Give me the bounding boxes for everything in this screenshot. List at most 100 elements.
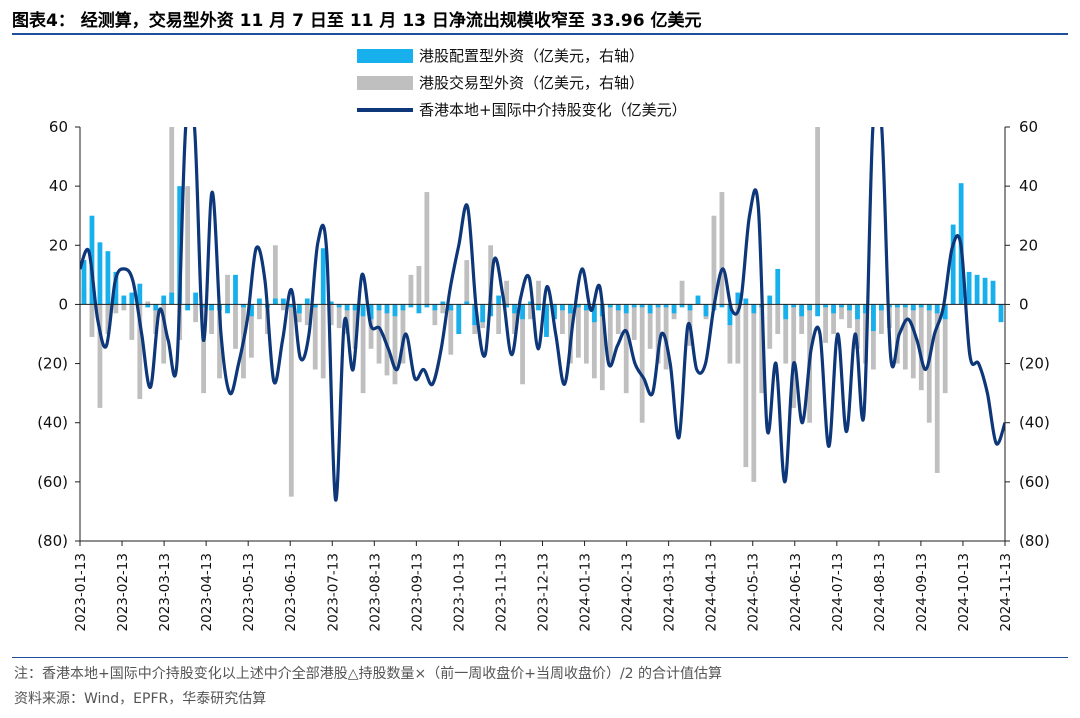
bar-allocation (823, 304, 828, 308)
bar-allocation (607, 304, 613, 308)
bar-allocation (894, 304, 900, 308)
bar-allocation (751, 304, 757, 314)
plot-area (80, 127, 1005, 502)
y-tick-label-left: (80) (37, 532, 68, 550)
x-tick-label: 2023-09-13 (409, 553, 425, 631)
bar-trading (512, 304, 517, 334)
bar-allocation (201, 304, 206, 308)
bar-allocation (743, 298, 749, 305)
bar-trading (328, 304, 334, 326)
bar-allocation (575, 304, 581, 308)
bar-trading (424, 192, 430, 305)
y-tick-label-left: (20) (37, 355, 68, 373)
bar-trading (879, 304, 884, 334)
bar-trading (408, 274, 414, 305)
bar-allocation (783, 304, 789, 320)
bar-allocation (879, 304, 884, 311)
bar-trading (336, 304, 342, 329)
bar-allocation (871, 304, 876, 332)
y-tick-label-right: (20) (1019, 355, 1050, 373)
bar-allocation (161, 295, 167, 305)
bar-allocation (639, 304, 645, 308)
chart-title: 图表4： 经测算，交易型外资 11 月 7 日至 11 月 13 日净流出规模收… (12, 11, 702, 31)
bar-trading (392, 304, 398, 385)
x-tick-label: 2024-07-13 (830, 553, 846, 631)
bar-allocation (918, 304, 924, 308)
bar-allocation (591, 304, 597, 323)
bar-allocation (400, 304, 406, 311)
bar-allocation (296, 304, 302, 314)
bar-allocation (225, 304, 230, 314)
bar-trading (783, 304, 789, 364)
x-tick-label: 2023-04-13 (199, 553, 215, 631)
bar-trading (520, 304, 525, 385)
x-tick-label: 2024-11-13 (998, 553, 1014, 631)
bar-trading (599, 304, 605, 391)
bar-allocation (552, 304, 557, 320)
bar-allocation (679, 304, 685, 308)
y-tick-label-right: 40 (1019, 177, 1038, 195)
y-tick-label-right: 60 (1019, 118, 1038, 136)
bar-allocation (81, 260, 87, 305)
bar-trading (942, 304, 948, 394)
bar-trading (432, 304, 438, 326)
bar-trading (902, 304, 908, 370)
bar-trading (376, 304, 382, 364)
bar-allocation (312, 304, 318, 308)
chart-note: 注：香港本地+国际中介持股变化以上述中介全部港股△持股数量×（前一周收盘价+当周… (14, 666, 723, 682)
bar-trading (97, 304, 103, 408)
bar-allocation (775, 268, 781, 305)
bar-allocation (631, 304, 637, 308)
bar-allocation (583, 304, 589, 311)
bar-trading (249, 304, 254, 358)
bar-trading (161, 304, 167, 364)
bar-trading (871, 304, 876, 370)
bar-allocation (177, 186, 183, 305)
bar-allocation (456, 304, 462, 334)
bar-trading (607, 304, 613, 364)
bar-trading (320, 304, 326, 379)
x-tick-label: 2024-02-13 (620, 553, 636, 631)
x-tick-label: 2023-01-13 (73, 553, 89, 631)
legend-label-allocation: 港股配置型外资（亿美元，右轴） (419, 47, 645, 65)
bar-allocation (496, 295, 502, 305)
bar-allocation (719, 304, 725, 308)
x-tick-label: 2023-05-13 (241, 553, 257, 631)
bar-trading (655, 304, 661, 364)
bar-allocation (528, 301, 533, 305)
chart-legend: 港股配置型外资（亿美元，右轴） 港股交易型外资（亿美元，右轴） 香港本地+国际中… (357, 42, 687, 123)
bar-allocation (950, 224, 956, 305)
x-tick-label: 2023-03-13 (157, 553, 173, 631)
bar-allocation (113, 271, 119, 305)
y-tick-label-left: 40 (49, 177, 68, 195)
legend-swatch-local (357, 107, 413, 112)
x-tick-label: 2024-10-13 (956, 553, 972, 631)
bar-allocation (703, 304, 709, 317)
y-tick-label-left: (60) (37, 473, 68, 491)
bar-allocation (791, 304, 797, 308)
bar-trading (767, 304, 773, 349)
bar-trading (847, 304, 852, 329)
bar-trading (137, 304, 143, 400)
bar-allocation (863, 304, 868, 314)
bar-trading (759, 304, 765, 394)
bar-allocation (910, 304, 916, 311)
bar-trading (105, 304, 111, 334)
bar-trading (384, 304, 390, 376)
bar-allocation (512, 304, 517, 314)
bar-trading (169, 127, 175, 305)
x-tick-label: 2024-08-13 (872, 553, 888, 631)
bar-allocation (376, 304, 382, 311)
x-tick-label: 2024-06-13 (788, 553, 804, 631)
chart-source: 资料来源：Wind，EPFR，华泰研究估算 (14, 691, 267, 707)
bar-allocation (320, 248, 326, 305)
bar-allocation (169, 292, 175, 305)
y-tick-label-right: 0 (1019, 295, 1029, 313)
bar-allocation (568, 304, 573, 314)
bar-allocation (193, 292, 199, 305)
bar-allocation (360, 304, 366, 317)
bar-allocation (942, 304, 948, 320)
bar-trading (631, 304, 637, 340)
bar-trading (440, 304, 446, 314)
bar-trading (815, 127, 820, 305)
